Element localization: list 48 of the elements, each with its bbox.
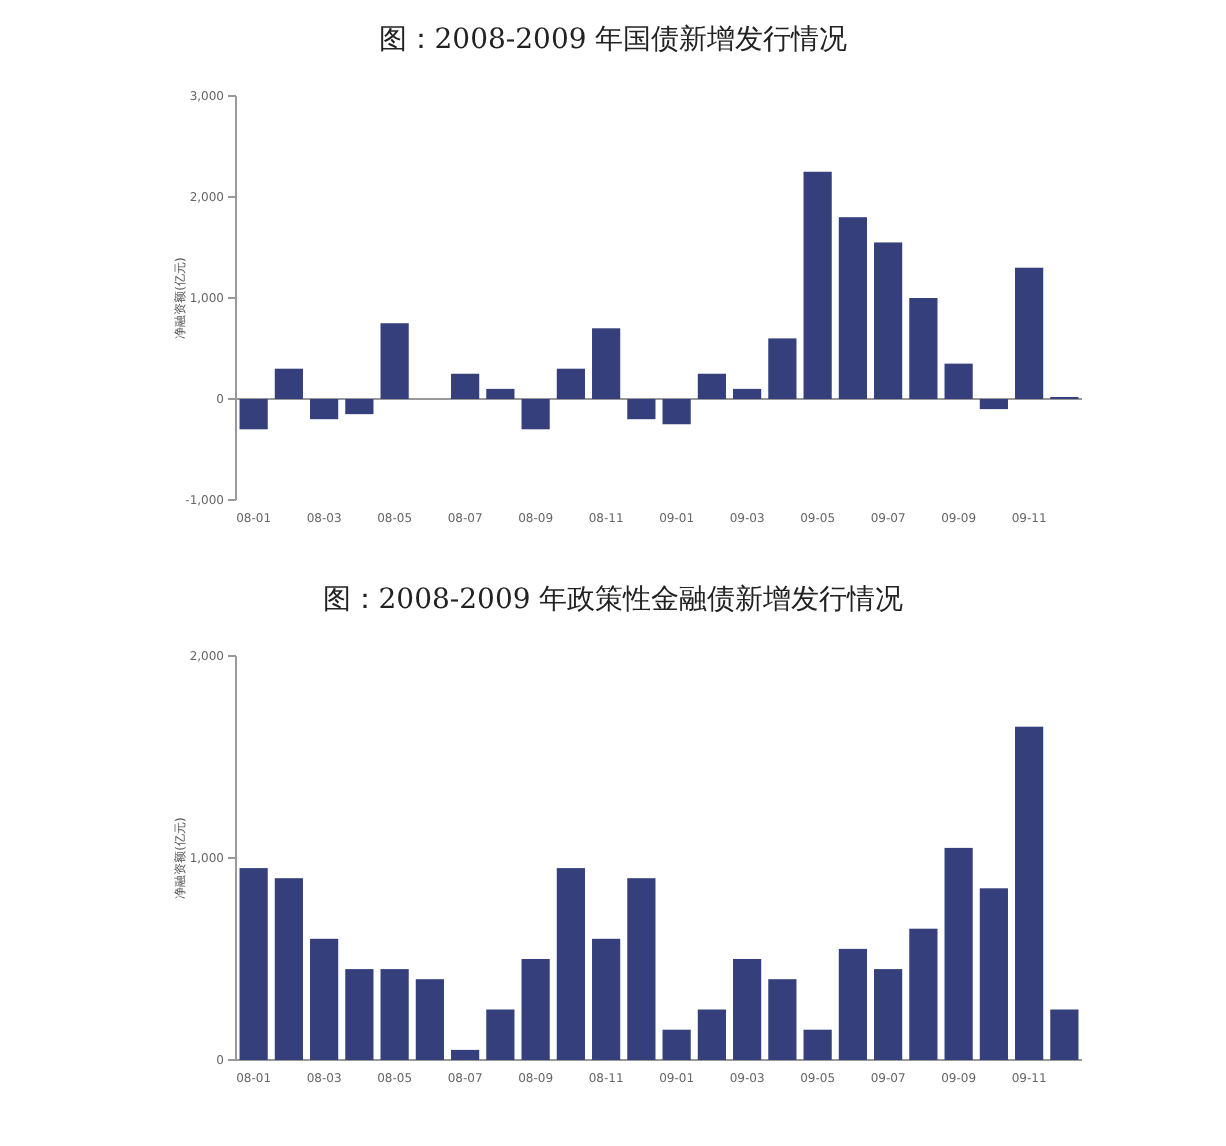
- bar: [768, 979, 797, 1060]
- bar: [803, 171, 832, 399]
- bar: [345, 969, 374, 1060]
- bar: [979, 399, 1008, 410]
- bar: [592, 938, 621, 1060]
- bar: [697, 373, 726, 399]
- bar: [1015, 726, 1044, 1060]
- bar: [697, 1009, 726, 1060]
- bar: [909, 298, 938, 399]
- bar: [838, 217, 867, 399]
- bar: [239, 399, 268, 430]
- bar: [909, 928, 938, 1060]
- bar: [486, 388, 515, 399]
- bar: [838, 948, 867, 1060]
- bar: [1015, 267, 1044, 399]
- bar: [310, 938, 339, 1060]
- bar: [451, 1049, 480, 1060]
- bar: [239, 868, 268, 1060]
- bar: [944, 363, 973, 399]
- bar: [944, 847, 973, 1060]
- bar: [274, 368, 303, 399]
- bar: [733, 959, 762, 1060]
- bar: [768, 338, 797, 399]
- bar: [874, 242, 903, 399]
- bar: [310, 399, 339, 420]
- bar: [521, 959, 550, 1060]
- bar: [662, 399, 691, 425]
- bar: [627, 878, 656, 1060]
- bar: [521, 399, 550, 430]
- chart-title: 图：2008-2009 年国债新增发行情况: [378, 24, 848, 56]
- bar: [874, 969, 903, 1060]
- bar: [380, 969, 409, 1060]
- bar: [415, 979, 444, 1060]
- bar: [556, 868, 585, 1060]
- bar: [451, 373, 480, 399]
- bar: [803, 1029, 832, 1060]
- bar: [662, 1029, 691, 1060]
- bar: [274, 878, 303, 1060]
- bar: [627, 399, 656, 420]
- bar: [979, 888, 1008, 1060]
- bar: [380, 323, 409, 399]
- bar: [345, 399, 374, 415]
- bar: [592, 328, 621, 399]
- bar: [486, 1009, 515, 1060]
- bar: [556, 368, 585, 399]
- bar: [1050, 1009, 1079, 1060]
- bar: [733, 388, 762, 399]
- chart-title: 图：2008-2009 年政策性金融债新增发行情况: [322, 584, 904, 616]
